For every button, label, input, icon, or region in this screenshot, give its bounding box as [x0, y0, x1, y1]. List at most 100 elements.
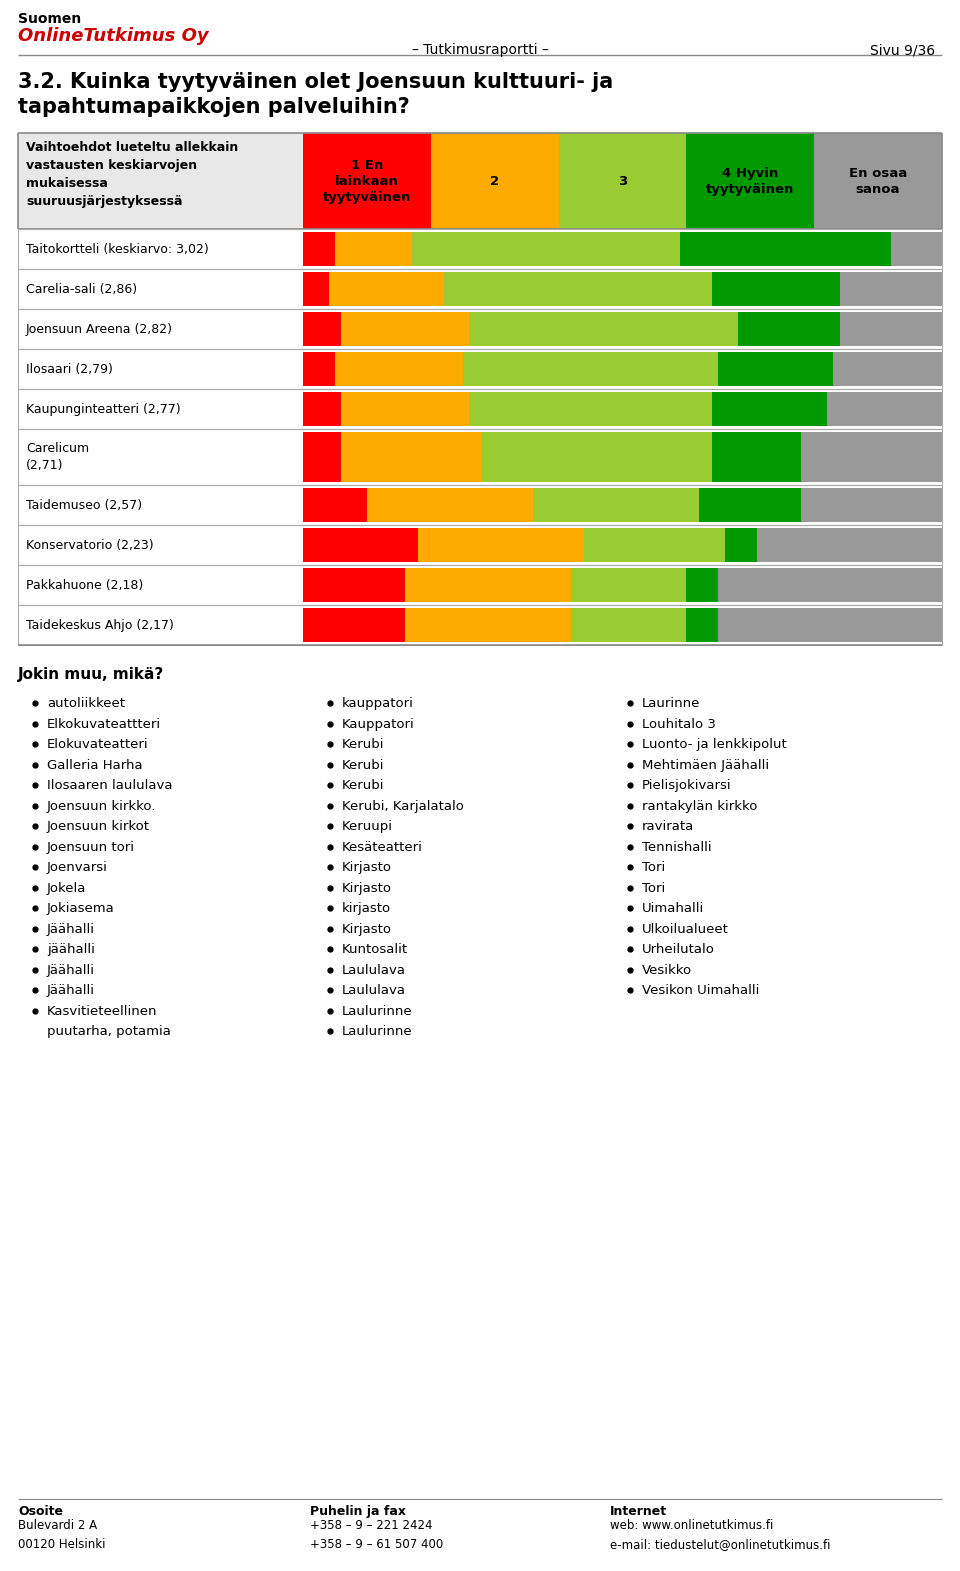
Text: Jokin muu, mikä?: Jokin muu, mikä?: [18, 668, 164, 682]
Text: kirjasto: kirjasto: [342, 902, 391, 914]
Bar: [342, 393, 469, 426]
Bar: [303, 272, 328, 306]
Text: Jokiasema: Jokiasema: [47, 902, 115, 914]
Text: Galleria Harha: Galleria Harha: [47, 759, 143, 771]
Bar: [18, 349, 942, 390]
Text: Louhitalo 3: Louhitalo 3: [642, 718, 716, 731]
Bar: [18, 269, 942, 309]
Text: Carelia-sali (2,86): Carelia-sali (2,86): [26, 283, 137, 295]
Text: 2: 2: [491, 174, 499, 187]
Text: Joensuun kirkot: Joensuun kirkot: [47, 820, 150, 833]
Bar: [18, 309, 942, 349]
Text: Kaupunginteatteri (2,77): Kaupunginteatteri (2,77): [26, 402, 180, 415]
Bar: [827, 393, 942, 426]
Bar: [840, 272, 942, 306]
Bar: [802, 432, 942, 482]
Text: Kuntosalit: Kuntosalit: [342, 943, 408, 957]
Bar: [680, 233, 891, 265]
Text: Jokela: Jokela: [47, 881, 86, 894]
Bar: [559, 134, 686, 229]
Text: Ulkoilualueet: Ulkoilualueet: [642, 922, 729, 935]
Text: Taitokortteli (keskiarvo: 3,02): Taitokortteli (keskiarvo: 3,02): [26, 242, 208, 256]
Bar: [342, 313, 469, 346]
Bar: [335, 352, 463, 386]
Bar: [686, 134, 814, 229]
Text: tapahtumapaikkojen palveluihin?: tapahtumapaikkojen palveluihin?: [18, 97, 410, 116]
Bar: [712, 272, 840, 306]
Text: En osaa
sanoa: En osaa sanoa: [849, 167, 907, 195]
Bar: [18, 390, 942, 429]
Bar: [18, 525, 942, 566]
Bar: [18, 566, 942, 605]
Text: Pakkahuone (2,18): Pakkahuone (2,18): [26, 578, 143, 592]
Bar: [686, 569, 718, 602]
Bar: [718, 608, 942, 643]
Bar: [18, 605, 942, 646]
Text: Puhelin ja fax: Puhelin ja fax: [310, 1505, 406, 1518]
Bar: [335, 233, 412, 265]
Text: Keruupi: Keruupi: [342, 820, 393, 833]
Text: Joensuun tori: Joensuun tori: [47, 840, 135, 853]
Text: 3.2. Kuinka tyytyväinen olet Joensuun kulttuuri- ja: 3.2. Kuinka tyytyväinen olet Joensuun ku…: [18, 72, 613, 93]
Text: Urheilutalo: Urheilutalo: [642, 943, 715, 957]
Text: Carelicum
(2,71): Carelicum (2,71): [26, 443, 89, 471]
Bar: [18, 485, 942, 525]
Text: Luonto- ja lenkkipolut: Luonto- ja lenkkipolut: [642, 738, 787, 751]
Text: – Tutkimusraportti –: – Tutkimusraportti –: [412, 42, 548, 57]
Text: Kirjasto: Kirjasto: [342, 881, 392, 894]
Bar: [533, 489, 699, 522]
Text: kauppatori: kauppatori: [342, 698, 414, 710]
Text: Vesikon Uimahalli: Vesikon Uimahalli: [642, 983, 759, 998]
Text: Joensuun kirkko.: Joensuun kirkko.: [47, 800, 156, 812]
Text: Kasvitieteellinen: Kasvitieteellinen: [47, 1004, 157, 1018]
Text: Joenvarsi: Joenvarsi: [47, 861, 108, 873]
Text: Elkokuvateattteri: Elkokuvateattteri: [47, 718, 161, 731]
Text: Konservatorio (2,23): Konservatorio (2,23): [26, 539, 154, 551]
Bar: [328, 272, 444, 306]
Text: 1 En
lainkaan
tyytyväinen: 1 En lainkaan tyytyväinen: [323, 159, 411, 204]
Bar: [405, 569, 571, 602]
Bar: [303, 134, 431, 229]
Text: Tori: Tori: [642, 881, 665, 894]
Text: Pielisjokivarsi: Pielisjokivarsi: [642, 779, 732, 792]
Bar: [469, 393, 712, 426]
Text: Jäähalli: Jäähalli: [47, 963, 95, 977]
Text: Laurinne: Laurinne: [642, 698, 701, 710]
Bar: [463, 352, 718, 386]
Bar: [699, 489, 802, 522]
Bar: [303, 569, 405, 602]
Text: Laululava: Laululava: [342, 983, 406, 998]
Bar: [584, 528, 725, 562]
Bar: [18, 134, 303, 229]
Text: OnlineTutkimus Oy: OnlineTutkimus Oy: [18, 27, 208, 46]
Text: Taidekeskus Ahjo (2,17): Taidekeskus Ahjo (2,17): [26, 619, 174, 632]
Text: Kirjasto: Kirjasto: [342, 922, 392, 935]
Bar: [303, 528, 418, 562]
Text: Kirjasto: Kirjasto: [342, 861, 392, 873]
Text: Kauppatori: Kauppatori: [342, 718, 415, 731]
Text: Mehtimäen Jäähalli: Mehtimäen Jäähalli: [642, 759, 769, 771]
Bar: [303, 393, 342, 426]
Bar: [718, 352, 833, 386]
Bar: [303, 352, 335, 386]
Bar: [802, 489, 942, 522]
Bar: [482, 432, 712, 482]
Text: Jäähalli: Jäähalli: [47, 983, 95, 998]
Bar: [840, 313, 942, 346]
Text: 4 Hyvin
tyytyväinen: 4 Hyvin tyytyväinen: [707, 167, 795, 195]
Text: +358 – 9 – 221 2424
+358 – 9 – 61 507 400: +358 – 9 – 221 2424 +358 – 9 – 61 507 40…: [310, 1519, 444, 1551]
Text: Ilosaaren laululava: Ilosaaren laululava: [47, 779, 173, 792]
Bar: [756, 528, 942, 562]
Text: Tori: Tori: [642, 861, 665, 873]
Text: Uimahalli: Uimahalli: [642, 902, 705, 914]
Text: Laululava: Laululava: [342, 963, 406, 977]
Bar: [712, 432, 802, 482]
Bar: [431, 134, 559, 229]
Bar: [686, 608, 718, 643]
Text: Tennishalli: Tennishalli: [642, 840, 711, 853]
Text: Laulurinne: Laulurinne: [342, 1004, 413, 1018]
Text: Laulurinne: Laulurinne: [342, 1024, 413, 1038]
Text: Kerubi: Kerubi: [342, 738, 385, 751]
Text: Ilosaari (2,79): Ilosaari (2,79): [26, 363, 113, 375]
Text: Vaihtoehdot lueteltu allekkain
vastausten keskiarvojen
mukaisessa
suuruusjärjest: Vaihtoehdot lueteltu allekkain vastauste…: [26, 141, 238, 207]
